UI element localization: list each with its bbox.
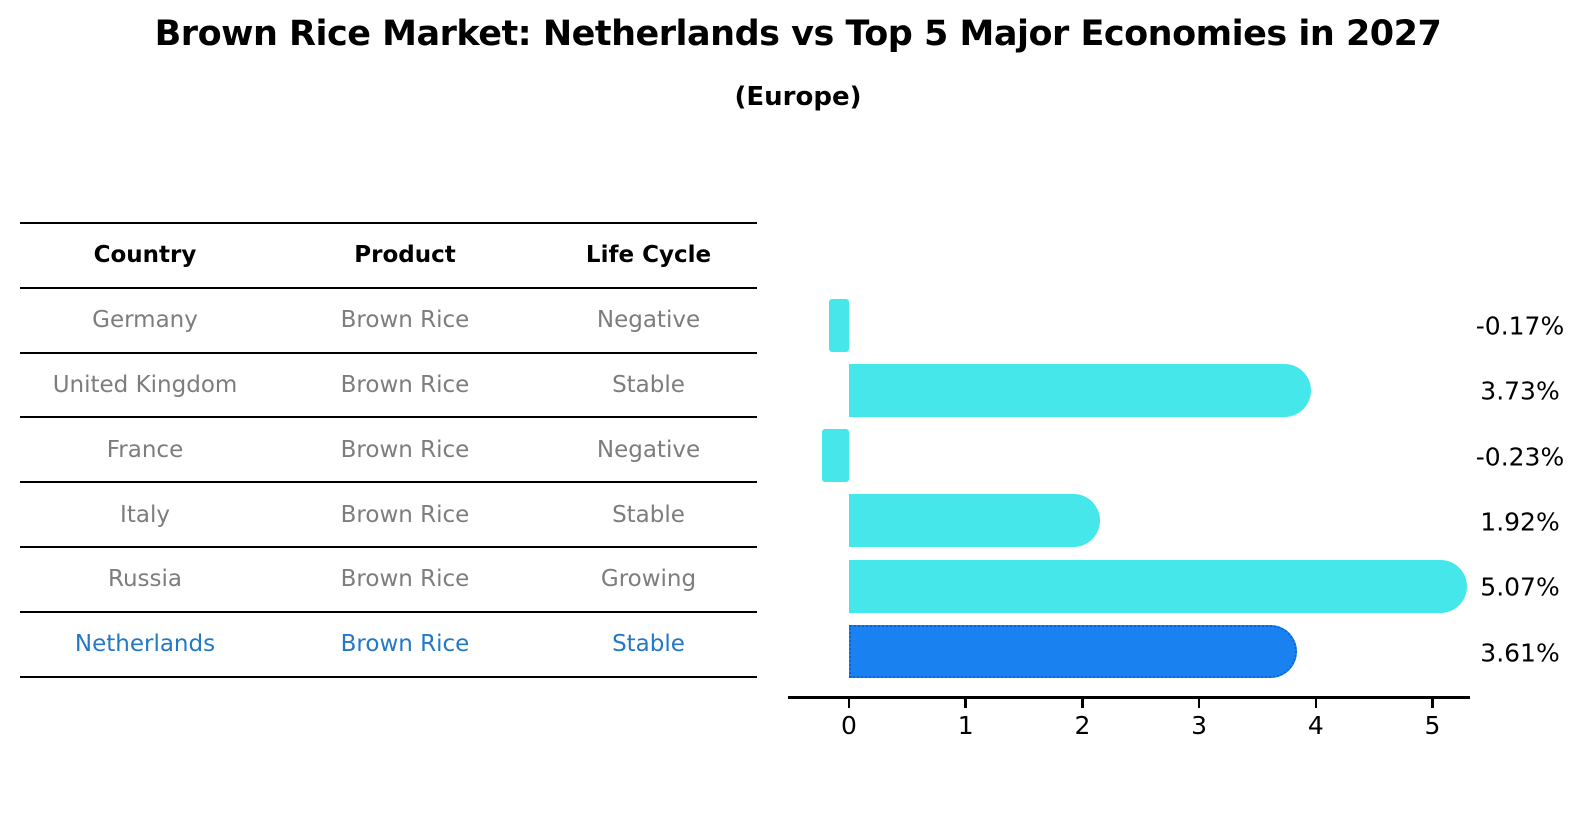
- cell-country: Netherlands: [74, 631, 216, 658]
- x-tick-label: 1: [957, 711, 974, 740]
- bar-united-kingdom: [849, 363, 1311, 417]
- cell-country: United Kingdom: [52, 371, 238, 398]
- cell-life-cycle: Negative: [596, 307, 701, 334]
- cell-country: Germany: [92, 307, 198, 334]
- column-header-product: Product: [354, 242, 456, 269]
- page-subtitle: (Europe): [734, 82, 862, 112]
- x-tick-label: 4: [1307, 711, 1324, 740]
- cell-life-cycle: Negative: [596, 436, 701, 463]
- x-tick-label: 3: [1191, 711, 1208, 740]
- cell-product: Brown Rice: [340, 371, 470, 398]
- cell-product: Brown Rice: [340, 307, 470, 334]
- cell-product: Brown Rice: [340, 436, 470, 463]
- column-header-life-cycle: Life Cycle: [585, 242, 712, 269]
- x-tick-mark: [1197, 699, 1201, 708]
- table-row: France Brown Rice Negative: [20, 418, 757, 484]
- value-label: 1.92%: [1480, 507, 1560, 537]
- cell-country: Italy: [120, 501, 170, 528]
- table-row: Germany Brown Rice Negative: [20, 289, 757, 354]
- bar-russia: [849, 559, 1468, 613]
- table-header-row: Country Product Life Cycle: [20, 224, 757, 289]
- column-header-country: Country: [93, 242, 197, 269]
- bar-germany: [829, 298, 849, 352]
- cell-life-cycle: Stable: [612, 371, 685, 398]
- table-body: Germany Brown Rice Negative United Kingdom B…: [20, 289, 757, 678]
- bar-france: [822, 429, 849, 483]
- cell-life-cycle: Stable: [612, 501, 685, 528]
- x-tick-label: 2: [1074, 711, 1091, 740]
- cell-life-cycle: Growing: [600, 566, 697, 593]
- x-tick-label: 0: [841, 711, 857, 740]
- x-tick-mark: [1314, 699, 1318, 708]
- value-label: 5.07%: [1480, 572, 1560, 602]
- table-row: Russia Brown Rice Growing: [20, 548, 757, 613]
- x-tick-mark: [964, 699, 967, 708]
- x-axis-line: [788, 696, 1470, 699]
- table-row: Netherlands Brown Rice Stable: [20, 613, 757, 678]
- page-title: Brown Rice Market: Netherlands vs Top 5 …: [154, 14, 1442, 54]
- table-row: Italy Brown Rice Stable: [20, 483, 757, 548]
- cell-country: France: [106, 436, 184, 463]
- bar-italy: [849, 494, 1100, 548]
- value-label: -0.17%: [1475, 311, 1565, 341]
- x-tick-mark: [1431, 699, 1434, 708]
- value-label: 3.61%: [1480, 638, 1560, 667]
- x-tick-mark: [847, 699, 851, 708]
- value-label: 3.73%: [1480, 376, 1560, 406]
- country-table: Country Product Life Cycle Germany Brown …: [20, 222, 757, 678]
- value-label: -0.23%: [1475, 442, 1565, 472]
- cell-country: Russia: [108, 566, 182, 593]
- x-tick-mark: [1081, 699, 1084, 708]
- cell-product: Brown Rice: [340, 501, 470, 528]
- cell-product: Brown Rice: [340, 566, 470, 593]
- cell-product: Brown Rice: [340, 631, 470, 658]
- table-row: United Kingdom Brown Rice Stable: [20, 354, 757, 419]
- cell-life-cycle: Stable: [612, 631, 685, 658]
- x-tick-label: 5: [1424, 711, 1441, 740]
- bar-netherlands: [849, 625, 1297, 678]
